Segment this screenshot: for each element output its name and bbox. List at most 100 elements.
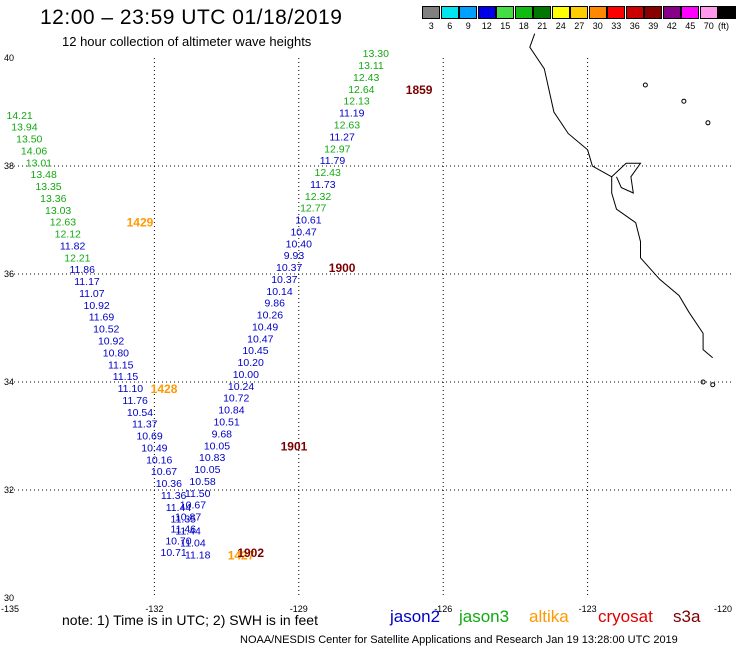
wave-height-value: 12.63	[334, 120, 360, 132]
legend-label: 27	[574, 21, 585, 31]
legend-swatch-cell	[718, 6, 737, 31]
legend-swatch	[718, 6, 737, 19]
legend-swatch	[570, 6, 589, 19]
wave-height-value: 11.04	[180, 537, 206, 549]
legend-label: 3	[428, 21, 434, 31]
x-tick-label: -126	[434, 604, 452, 614]
wave-height-value: 11.76	[122, 395, 148, 407]
pass-time-label: 1428	[151, 382, 178, 396]
wave-height-value: 13.94	[11, 122, 37, 134]
wave-height-value: 10.83	[199, 452, 225, 464]
wave-height-value: 9.68	[212, 428, 233, 440]
wave-height-value: 10.20	[238, 357, 264, 369]
footer-note: note: 1) Time is in UTC; 2) SWH is in fe…	[62, 612, 318, 628]
wave-height-value: 10.40	[286, 238, 312, 250]
legend-label: 33	[611, 21, 622, 31]
island-outline	[700, 379, 706, 385]
legend-swatch	[662, 6, 681, 19]
legend-swatch	[681, 6, 700, 19]
wave-height-value: 11.17	[74, 276, 100, 288]
wave-height-value: 10.00	[233, 369, 259, 381]
wave-height-value: 11.82	[60, 240, 86, 252]
satellite-label-jason3: jason3	[459, 607, 510, 626]
x-tick-label: -132	[145, 604, 163, 614]
wave-height-value: 13.01	[26, 157, 52, 169]
wave-height-value: 10.49	[141, 442, 167, 454]
legend-swatch	[551, 6, 570, 19]
legend-label: 18	[518, 21, 529, 31]
legend-label: 42	[666, 21, 677, 31]
wave-height-value: 10.71	[161, 547, 187, 559]
wave-height-value: 12.64	[348, 84, 374, 96]
wave-height-value: 10.26	[257, 310, 283, 322]
wave-height-value: 14.06	[21, 145, 47, 157]
wave-height-value: 10.05	[194, 464, 220, 476]
legend-swatch	[514, 6, 533, 19]
wave-height-value: 11.69	[89, 312, 115, 324]
wave-height-value: 11.10	[118, 383, 144, 395]
wave-height-value: 10.67	[151, 466, 177, 478]
legend-swatch	[644, 6, 663, 19]
wave-height-value: 12.21	[64, 252, 90, 264]
pass-time-label: 1901	[281, 439, 308, 453]
wave-height-value: 10.45	[242, 345, 268, 357]
wave-height-value: 11.86	[69, 264, 95, 276]
color-legend: 3 6 9 12 15 18 21 24 27 30 33 36 39 42 45 70	[422, 6, 737, 31]
wave-height-value: 11.19	[339, 108, 365, 120]
wave-height-value: 12.43	[353, 72, 379, 84]
wave-height-value: 10.70	[165, 535, 191, 547]
x-tick-label: -129	[290, 604, 308, 614]
legend-swatch-cell: 21	[533, 6, 552, 31]
legend-swatch-cell: 33	[607, 6, 626, 31]
wave-height-value: 10.87	[175, 512, 201, 524]
x-tick-label: -135	[1, 604, 19, 614]
pass-time-label: 1859	[406, 83, 433, 97]
legend-label: 24	[555, 21, 566, 31]
wave-height-value: 11.36	[161, 490, 187, 502]
wave-height-value: 12.63	[50, 217, 76, 229]
footer-credit: NOAA/NESDIS Center for Satellite Applica…	[240, 634, 678, 646]
legend-label: 15	[500, 21, 511, 31]
wave-height-value: 10.37	[276, 262, 302, 274]
pass-time-label: 1429	[127, 216, 154, 230]
wave-height-value: 11.15	[108, 359, 134, 371]
legend-swatch-cell: 12	[477, 6, 497, 31]
wave-height-value: 10.52	[93, 324, 119, 336]
wave-height-value: 9.86	[265, 298, 286, 310]
wave-height-value: 10.58	[189, 476, 215, 488]
wave-height-value: 11.73	[310, 179, 336, 191]
wave-height-value: 11.50	[185, 488, 211, 500]
legend-swatch-cell: 70	[699, 6, 719, 31]
legend-swatch	[533, 6, 552, 19]
legend-swatch-cell: 36	[625, 6, 645, 31]
legend-swatch-cell: 9	[459, 6, 478, 31]
legend-swatch	[496, 6, 515, 19]
wave-height-value: 10.84	[218, 405, 244, 417]
legend-swatch-cell: 24	[551, 6, 571, 31]
wave-height-value: 10.80	[103, 347, 129, 359]
coastline	[529, 33, 714, 359]
wave-height-value: 11.44	[175, 526, 201, 538]
legend-swatch	[607, 6, 626, 19]
wave-height-value: 10.54	[127, 407, 153, 419]
wave-height-value: 11.44	[166, 502, 192, 514]
wave-height-value: 10.16	[146, 454, 172, 466]
legend-swatch-cell: 3	[422, 6, 441, 31]
wave-height-value: 13.48	[31, 169, 57, 181]
wave-height-value: 10.47	[247, 333, 273, 345]
wave-height-value: 13.50	[16, 134, 42, 146]
legend-label: 36	[629, 21, 640, 31]
x-tick-label: -123	[579, 604, 597, 614]
island-outline	[705, 120, 711, 126]
bay-outline	[611, 162, 642, 194]
y-tick-label: 38	[4, 161, 14, 171]
legend-label: 6	[447, 21, 453, 31]
wave-height-value: 11.18	[185, 549, 211, 561]
wave-height-value: 11.46	[171, 523, 197, 535]
legend-swatch	[440, 6, 459, 19]
legend-swatch-cell: 30	[588, 6, 608, 31]
wave-height-value: 10.69	[136, 431, 162, 443]
legend-swatch-cell: 18	[514, 6, 534, 31]
wave-height-value: 14.21	[6, 110, 32, 122]
